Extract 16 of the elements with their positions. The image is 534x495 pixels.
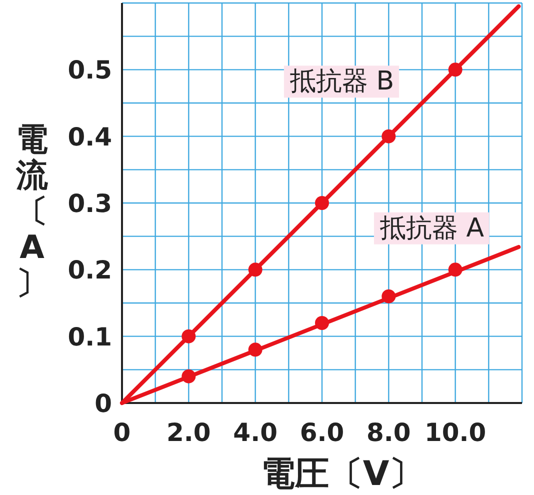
x-tick-label: 10.0 — [424, 418, 486, 447]
y-axis-title: 電流〔A〕 — [15, 120, 49, 302]
y-tick-label: 0.4 — [68, 122, 112, 152]
y-tick-label: 0.5 — [68, 56, 112, 85]
x-tick-label: 2.0 — [166, 418, 211, 447]
x-tick-label: 0 — [113, 418, 131, 447]
x-tick-label: 6.0 — [300, 418, 344, 447]
x-tick-label: 8.0 — [366, 418, 411, 447]
x-axis-title: 電圧〔V〕 — [260, 454, 424, 494]
series-label: 抵抗器 A — [378, 213, 484, 244]
y-tick-label: 0 — [94, 389, 112, 418]
x-tick-label: 4.0 — [233, 418, 278, 447]
y-tick-label: 0.1 — [68, 322, 112, 352]
series-label: 抵抗器 B — [288, 66, 394, 97]
y-tick-label: 0.2 — [68, 256, 112, 285]
y-tick-label: 0.3 — [68, 189, 112, 218]
